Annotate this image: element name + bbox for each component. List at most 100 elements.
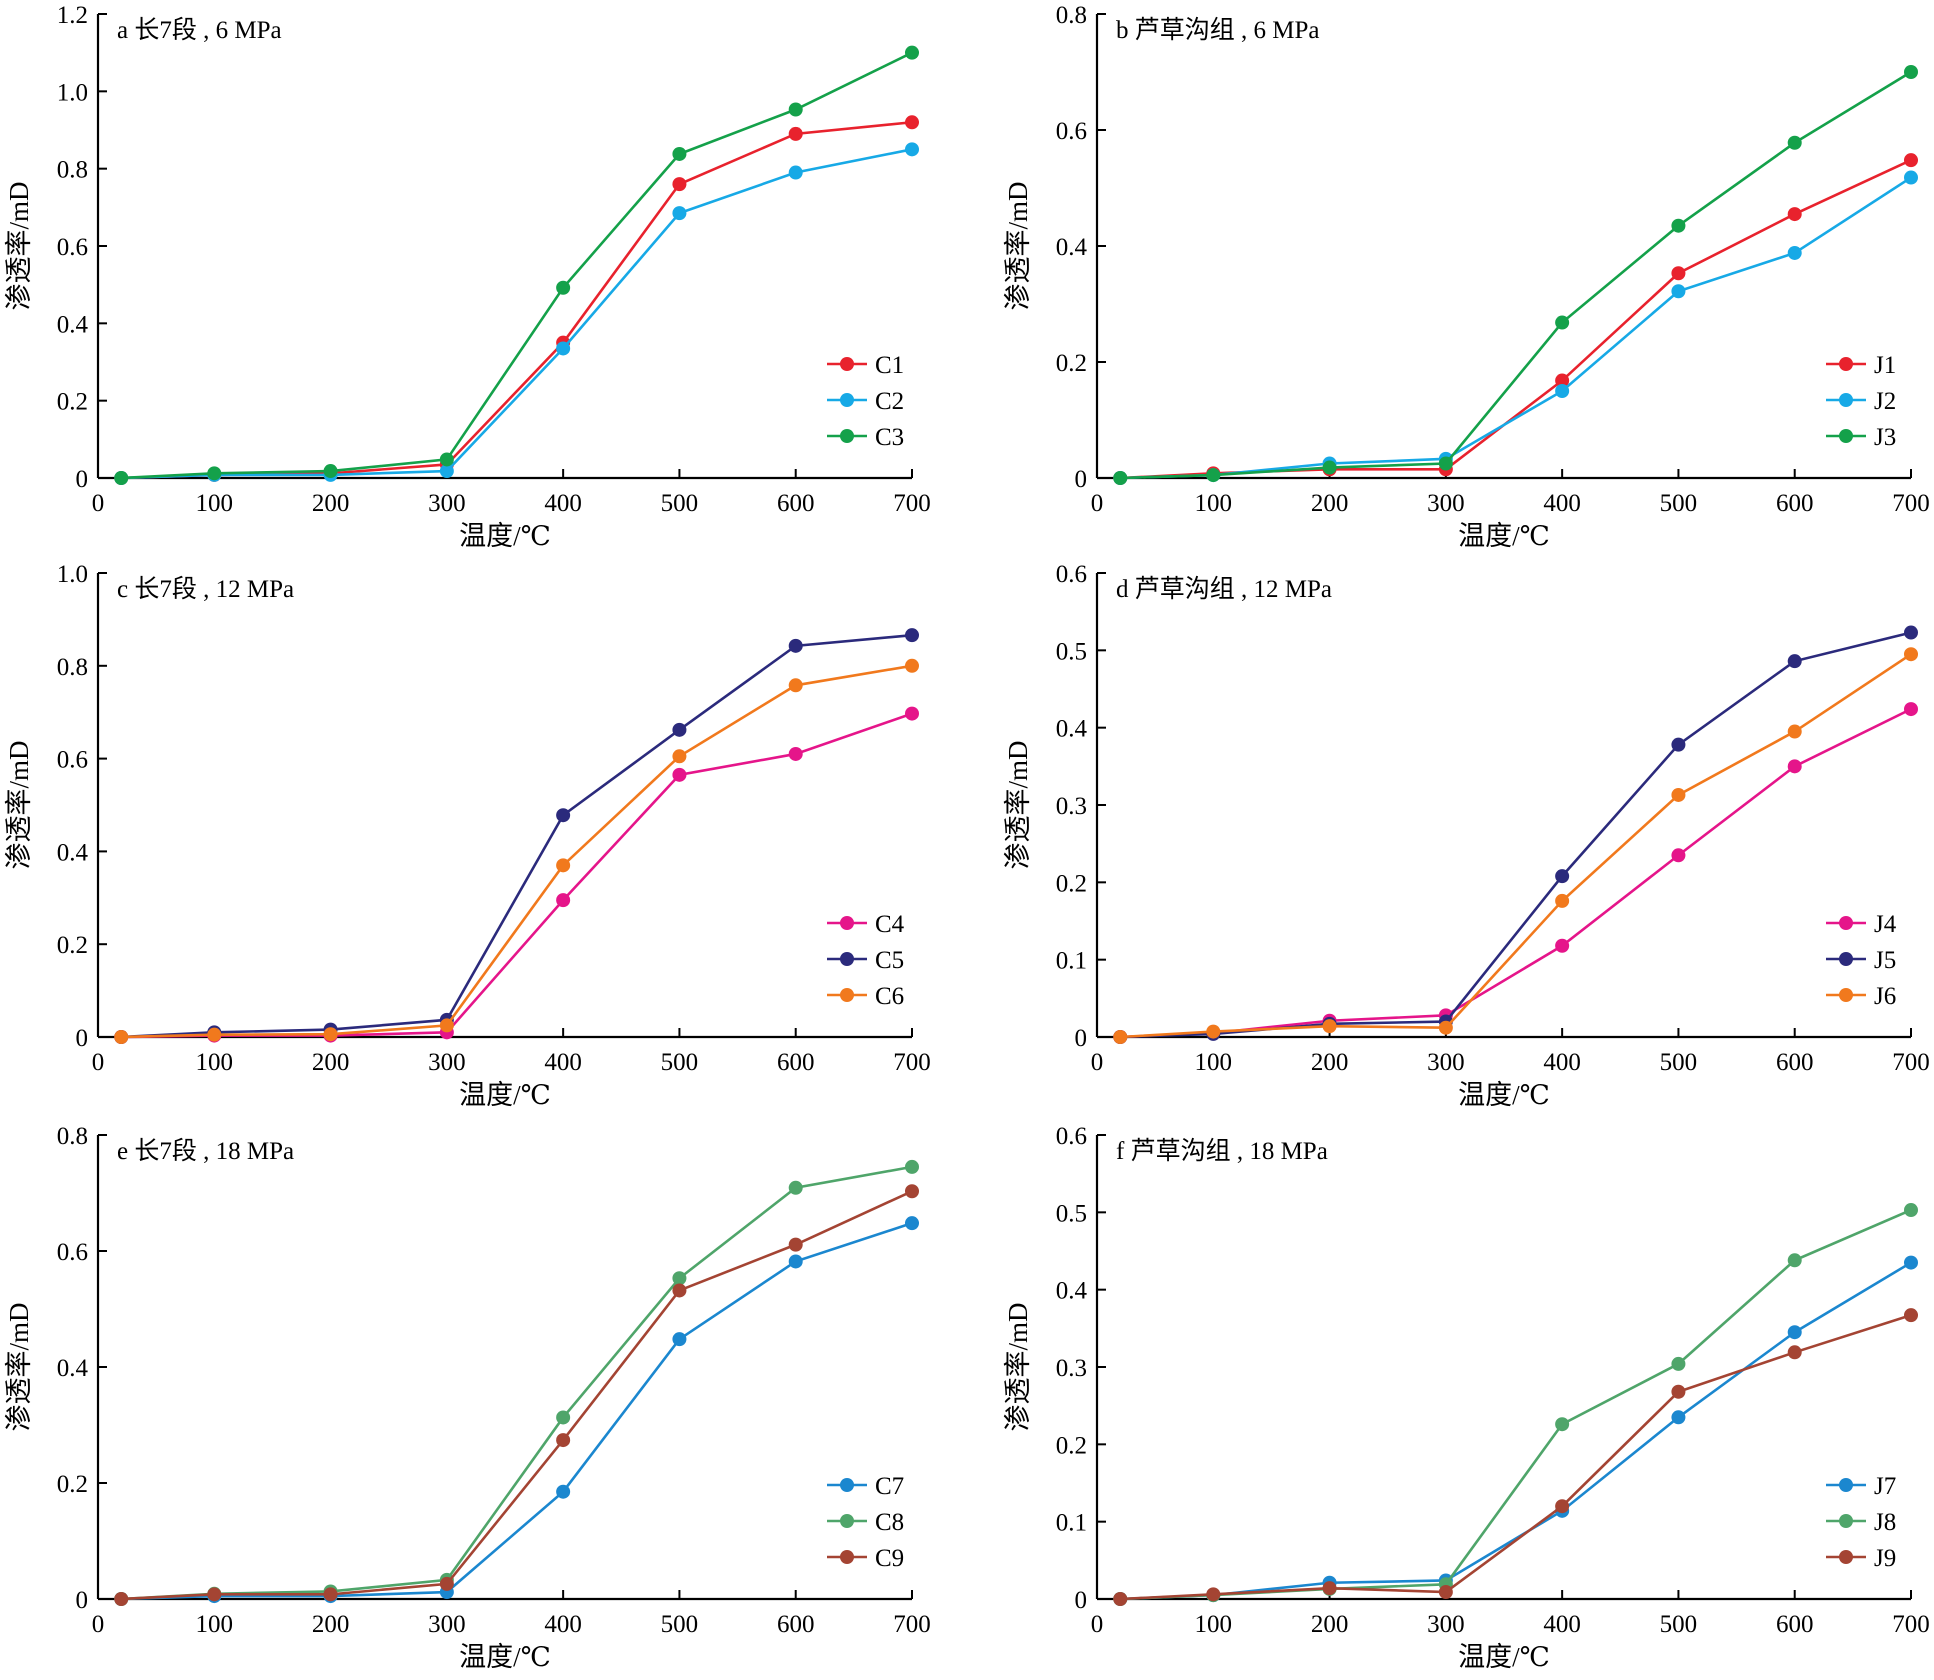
- data-point-J3: [1671, 218, 1686, 233]
- y-tick-label: 0.6: [57, 747, 88, 774]
- y-tick-label: 0.2: [57, 389, 88, 416]
- legend-marker-C5: [840, 952, 854, 966]
- data-point-J9: [1113, 1592, 1128, 1606]
- x-tick-label: 0: [1091, 1049, 1104, 1076]
- y-tick-label: 0.2: [57, 932, 88, 959]
- legend-label-C9: C9: [875, 1545, 904, 1572]
- legend-marker-J2: [1839, 393, 1853, 407]
- series-line-J6: [1120, 653, 1912, 1039]
- data-point-C3: [439, 452, 454, 467]
- data-point-C9: [323, 1587, 338, 1602]
- y-tick-label: 0.4: [1056, 1278, 1088, 1305]
- x-axis-title: 温度/℃: [459, 1642, 551, 1672]
- data-point-C8: [788, 1180, 803, 1195]
- data-point-C2: [556, 341, 571, 356]
- panel-title: e 长7段 , 18 MPa: [117, 1137, 294, 1165]
- data-point-J8: [1904, 1203, 1918, 1218]
- data-point-C6: [114, 1030, 129, 1044]
- data-point-C1: [672, 177, 687, 192]
- x-tick-label: 600: [777, 490, 815, 517]
- panel-title: d 芦草沟组 , 12 MPa: [1116, 575, 1332, 603]
- data-point-J3: [1322, 460, 1337, 475]
- x-tick-label: 300: [428, 490, 466, 517]
- data-point-J3: [1904, 65, 1918, 79]
- x-tick-label: 600: [1776, 1611, 1814, 1638]
- data-point-C3: [114, 471, 129, 485]
- legend-label-J3: J3: [1874, 424, 1896, 451]
- data-point-J8: [1555, 1417, 1570, 1432]
- legend-label-C8: C8: [875, 1509, 904, 1536]
- series-line-C5: [121, 633, 913, 1039]
- x-tick-label: 200: [312, 1049, 350, 1076]
- x-axis-title: 温度/℃: [1458, 1080, 1550, 1110]
- series-line-C9: [121, 1190, 913, 1601]
- x-tick-label: 500: [661, 490, 699, 517]
- data-point-J4: [1555, 938, 1570, 953]
- data-point-C5: [556, 808, 571, 823]
- data-point-J6: [1438, 1020, 1453, 1035]
- legend-marker-J4: [1839, 916, 1853, 930]
- panel-e: 0 0.2 0.4 0.6 0.8 0 100 200 300 400 500 600 700 温度/℃ 渗…: [4, 1123, 931, 1672]
- data-point-C8: [672, 1271, 687, 1286]
- series-line-C8: [121, 1165, 913, 1601]
- y-tick-label: 0.1: [1056, 948, 1087, 975]
- data-point-C6: [207, 1027, 222, 1042]
- y-tick-label: 0: [76, 466, 89, 493]
- legend-marker-C4: [840, 916, 854, 930]
- x-tick-label: 500: [1660, 1049, 1698, 1076]
- y-tick-label: 0.8: [57, 157, 88, 184]
- x-tick-label: 0: [92, 490, 105, 517]
- data-point-J5: [1555, 869, 1570, 884]
- legend-marker-C3: [840, 429, 854, 443]
- data-point-C1: [788, 126, 803, 141]
- data-point-C9: [788, 1237, 803, 1252]
- series-line-J3: [1120, 70, 1912, 480]
- y-tick-label: 0.4: [1056, 234, 1088, 261]
- data-point-J4: [1671, 848, 1686, 863]
- y-tick-label: 0: [76, 1587, 89, 1614]
- legend-marker-C2: [840, 393, 854, 407]
- data-point-J6: [1322, 1019, 1337, 1034]
- legend-label-J5: J5: [1874, 947, 1896, 974]
- x-axis-title: 温度/℃: [1458, 1642, 1550, 1672]
- x-tick-label: 600: [1776, 1049, 1814, 1076]
- data-point-C8: [905, 1159, 919, 1174]
- data-point-J6: [1904, 647, 1918, 662]
- x-tick-label: 0: [92, 1049, 105, 1076]
- data-point-C4: [672, 767, 687, 782]
- data-point-J6: [1787, 724, 1802, 739]
- y-tick-label: 0.4: [1056, 716, 1088, 743]
- x-axis-title: 温度/℃: [459, 1080, 551, 1110]
- panel-b: 0 0.2 0.4 0.6 0.8 0 100 200 300 400 500 600 700 温度/℃ 渗…: [1003, 2, 1930, 551]
- x-tick-label: 100: [1195, 1611, 1233, 1638]
- series-line-J7: [1120, 1261, 1912, 1601]
- legend-label-J1: J1: [1874, 352, 1896, 379]
- y-axis-title: 渗透率/mD: [4, 1302, 34, 1431]
- y-tick-label: 0.5: [1056, 638, 1087, 665]
- y-axis-title: 渗透率/mD: [1003, 740, 1033, 869]
- y-tick-label: 0.8: [57, 654, 88, 681]
- legend-label-C5: C5: [875, 947, 904, 974]
- x-tick-label: 600: [1776, 490, 1814, 517]
- data-point-C4: [905, 706, 919, 721]
- y-tick-label: 1.2: [57, 2, 88, 29]
- data-point-C4: [556, 893, 571, 908]
- x-tick-label: 100: [196, 490, 234, 517]
- series-line-C3: [121, 51, 913, 480]
- y-tick-label: 0: [1075, 1587, 1088, 1614]
- x-tick-label: 200: [1311, 1049, 1349, 1076]
- data-point-C5: [788, 638, 803, 653]
- data-point-C6: [556, 858, 571, 873]
- legend-label-C4: C4: [875, 911, 905, 938]
- panel-c: 0 0.2 0.4 0.6 0.8 1.0 0 100 200 300 400 500 600 700 温度…: [4, 561, 931, 1110]
- data-point-C1: [905, 115, 919, 130]
- legend-label-C7: C7: [875, 1473, 904, 1500]
- data-point-J9: [1904, 1308, 1918, 1323]
- x-tick-label: 100: [1195, 490, 1233, 517]
- data-point-J9: [1206, 1587, 1221, 1602]
- x-tick-label: 100: [196, 1049, 234, 1076]
- data-point-C6: [788, 678, 803, 693]
- legend-marker-C1: [840, 357, 854, 371]
- data-point-C6: [439, 1018, 454, 1033]
- y-tick-label: 0.1: [1056, 1510, 1087, 1537]
